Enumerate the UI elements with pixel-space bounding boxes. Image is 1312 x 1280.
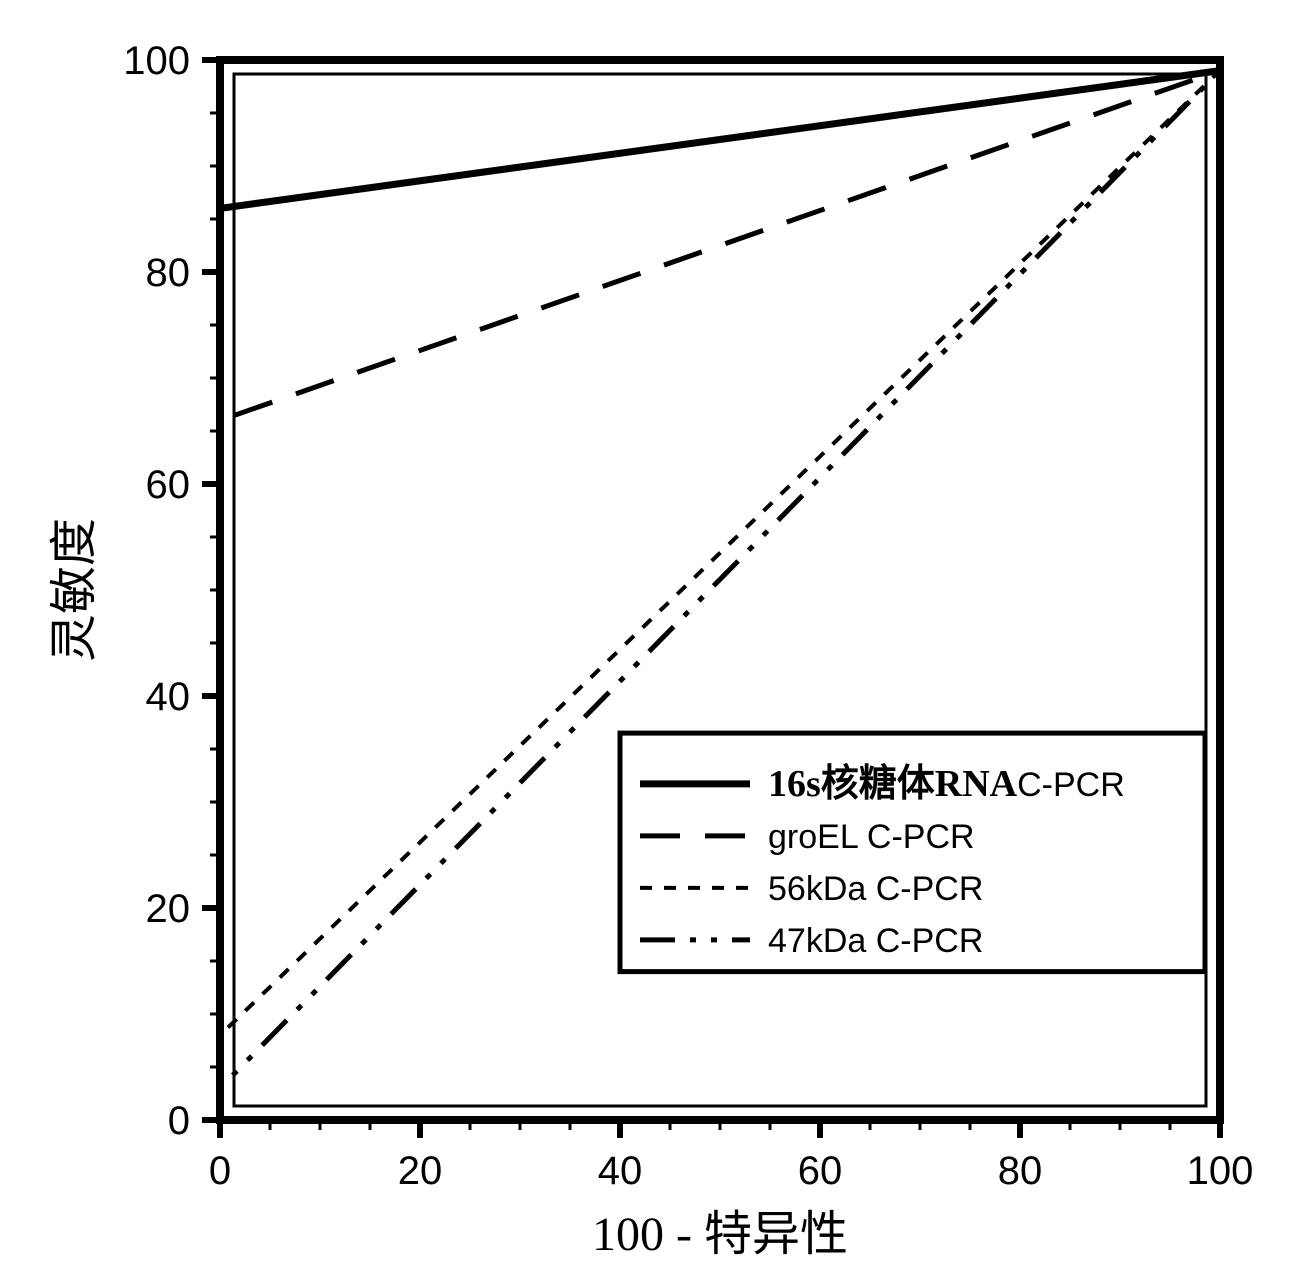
roc-chart: 0 20 40 60 80 100 0 20 40 60 80 100 100 - 特异性 灵敏度 16s核… bbox=[0, 0, 1312, 1280]
y-tick-label: 60 bbox=[146, 463, 191, 507]
x-tick-label: 100 bbox=[1187, 1149, 1254, 1193]
y-tick-label: 80 bbox=[146, 251, 191, 295]
x-tick-label: 40 bbox=[598, 1149, 643, 1193]
legend-label-47kDa: 47kDa C-PCR bbox=[768, 922, 983, 960]
legend-label-16s_rRNA: 16s核糖体RNAC-PCR bbox=[768, 763, 1125, 805]
y-tick-label: 20 bbox=[146, 887, 191, 931]
x-tick-label: 80 bbox=[998, 1149, 1043, 1193]
x-axis-label: 100 - 特异性 bbox=[592, 1208, 848, 1261]
y-tick-label: 100 bbox=[123, 39, 190, 83]
x-tick-label: 0 bbox=[209, 1149, 231, 1193]
x-tick-label: 60 bbox=[798, 1149, 843, 1193]
x-tick-label: 20 bbox=[398, 1149, 443, 1193]
legend-label-56kDa: 56kDa C-PCR bbox=[768, 870, 983, 908]
chart-svg: 0 20 40 60 80 100 0 20 40 60 80 100 100 - 特异性 灵敏度 16s核… bbox=[0, 0, 1312, 1280]
y-axis-label: 灵敏度 bbox=[48, 518, 101, 662]
legend-label-groEL: groEL C-PCR bbox=[768, 818, 975, 856]
y-tick-label: 0 bbox=[168, 1099, 190, 1143]
y-tick-label: 40 bbox=[146, 675, 191, 719]
